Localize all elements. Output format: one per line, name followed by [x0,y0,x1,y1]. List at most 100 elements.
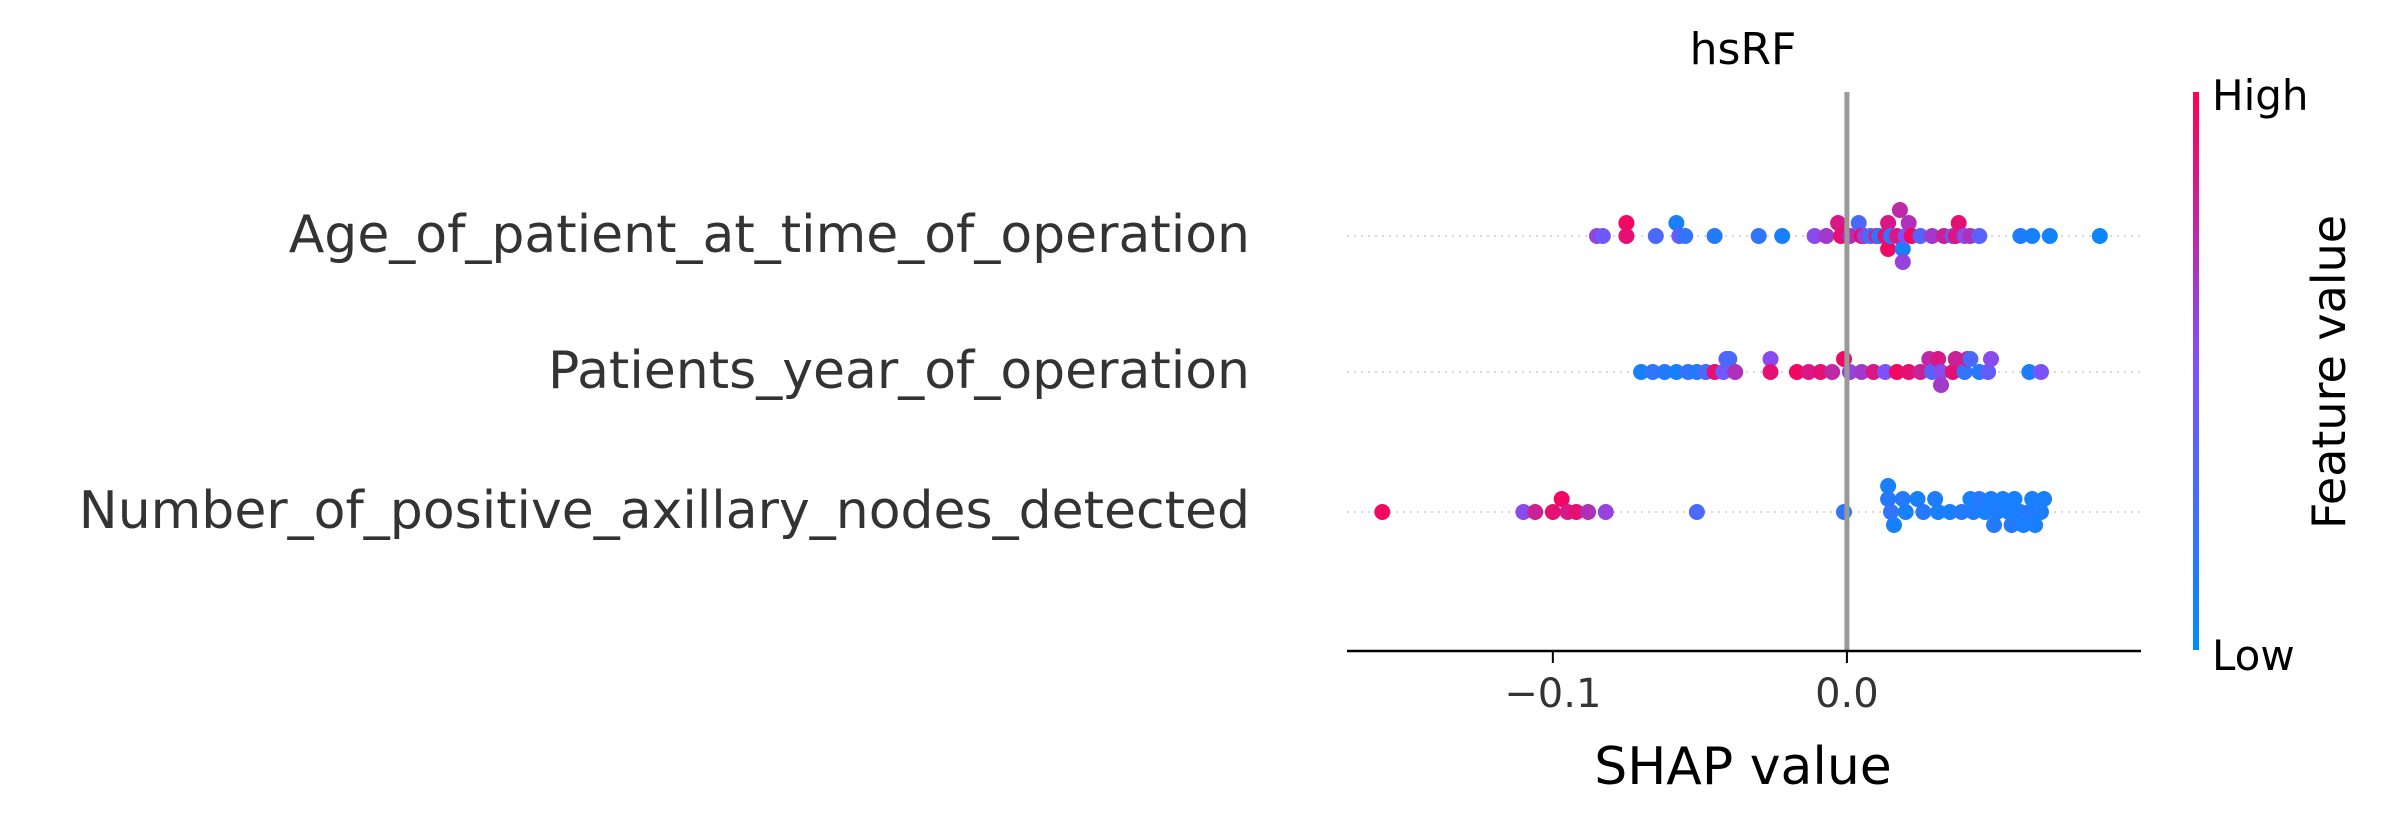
shap-point [1762,351,1779,367]
shap-point [1953,504,1970,520]
shap-point [1800,364,1817,380]
shap-point [1580,504,1597,520]
shap-point [1818,228,1835,244]
shap-point [1983,491,1999,507]
colorbar-title: Feature value [2302,215,2356,529]
shap-point [2033,504,2049,520]
shap-point [1880,215,1897,231]
shap-point [2024,491,2041,507]
shap-point [1941,504,1958,520]
shap-point [1644,364,1661,380]
shap-point [1527,504,1544,520]
shap-point [1983,351,1999,367]
x-axis-ticks: −0.1 0.0 [1504,651,1879,717]
shap-point [1877,364,1894,380]
shap-point [1947,351,1964,367]
shap-point [1865,364,1882,380]
shap-point [1927,491,1944,507]
shap-point [1668,215,1685,231]
shap-point [1962,351,1979,367]
shap-point [1715,364,1732,380]
shap-point [1930,351,1947,367]
shap-point [1618,228,1635,244]
shap-point [1880,478,1897,494]
shap-point [1633,364,1650,380]
shap-point [1933,364,1949,380]
shap-point [1886,517,1902,533]
shap-point [1594,228,1611,244]
shap-point [1894,491,1911,507]
shap-point [1900,215,1917,231]
shap-point [2000,504,2017,520]
shap-point [1824,364,1841,380]
x-tick-label: −0.1 [1504,671,1601,717]
shap-point [1788,364,1805,380]
shap-point [1880,491,1897,507]
shap-point [2027,517,2044,533]
shap-point [2036,491,2052,507]
shap-point [1668,364,1685,380]
shap-point [1956,364,1973,380]
shap-point [1806,228,1823,244]
shap-point [1812,364,1829,380]
shap-point [1986,517,2002,533]
shap-point [1950,215,1967,231]
shap-point [1568,504,1585,520]
shap-point [1618,215,1635,231]
shap-point [1909,491,1926,507]
shap-point [1988,504,2005,520]
feature-label: Patients_year_of_operation [548,341,1250,401]
shap-point [1721,351,1738,367]
shap-point [1830,215,1847,231]
shap-point [1912,364,1929,380]
shap-point [2021,504,2038,520]
data-points [1374,92,2108,651]
shap-point [1971,491,1988,507]
feature-rows: Age_of_patient_at_time_of_operation Patie… [79,205,2141,541]
shap-point [1727,364,1744,380]
shap-point [1515,504,1532,520]
shap-point [2041,228,2058,244]
shap-point [1706,228,1723,244]
shap-point [1977,504,1994,520]
shap-point [1994,491,2011,507]
colorbar-high-label: High [2212,71,2309,120]
shap-point [1933,377,1949,393]
shap-point [1912,228,1929,244]
shap-point [1853,364,1870,380]
shap-point [1374,504,1391,520]
chart-title: hsRF [1690,24,1797,75]
shap-point [1965,504,1982,520]
shap-point [2033,364,2049,380]
colorbar-low-label: Low [2212,631,2295,680]
shap-point [2012,228,2029,244]
shap-point [1647,228,1664,244]
shap-point [1894,254,1911,270]
shap-point [1880,241,1897,257]
feature-label: Number_of_positive_axillary_nodes_detect… [79,481,1250,541]
shap-point [1677,228,1694,244]
x-axis-label: SHAP value [1594,737,1892,797]
shap-point [1762,364,1779,380]
shap-point [1850,215,1867,231]
shap-point [1656,364,1673,380]
shap-point [1900,364,1917,380]
shap-point [1553,491,1570,507]
shap-point [1944,364,1961,380]
shap-point [1836,504,1852,520]
shap-point [2021,364,2038,380]
shap-point [2024,228,2041,244]
shap-point [1688,504,1705,520]
shap-point [1891,202,1908,218]
shap-point [1924,228,1941,244]
shap-point [1597,504,1614,520]
shap-point [1897,504,1914,520]
shap-point [1980,364,1997,380]
shap-point [1930,504,1947,520]
shap-point [1971,228,1988,244]
shap-point [1915,504,1932,520]
feature-label: Age_of_patient_at_time_of_operation [289,205,1250,265]
shap-point [2006,491,2023,507]
shap-point [1894,241,1911,257]
shap-point [1888,364,1905,380]
